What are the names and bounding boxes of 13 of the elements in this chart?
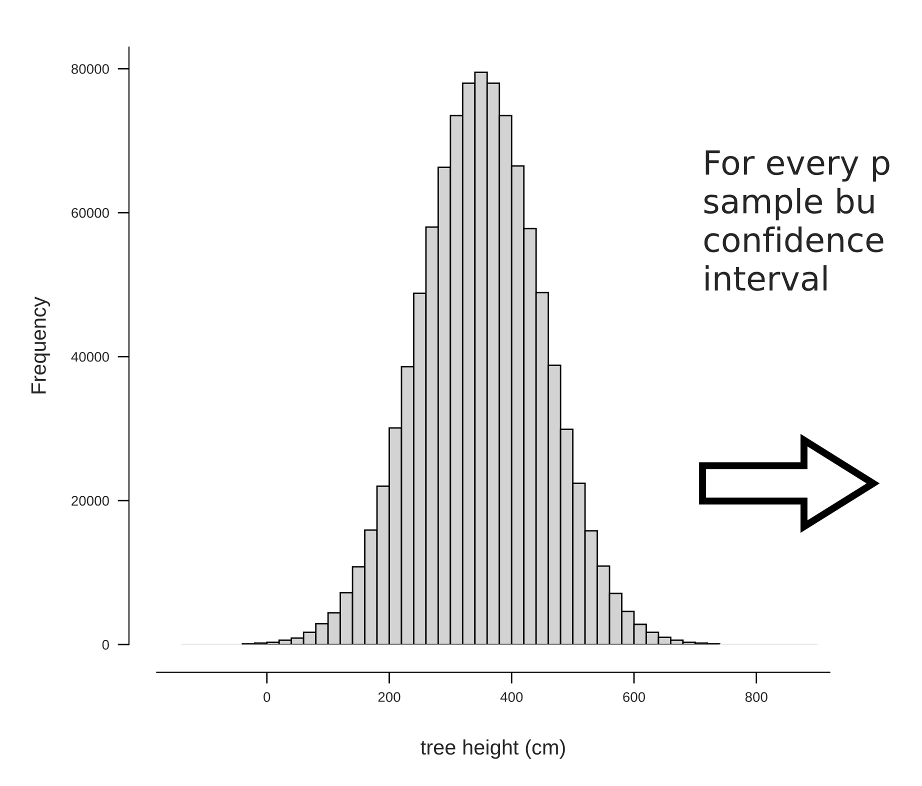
x-tick-label: 800 <box>745 692 768 702</box>
y-tick-label: 0 <box>102 640 109 650</box>
x-tick-label: 200 <box>378 692 400 702</box>
y-tick-label: 60000 <box>72 208 109 218</box>
y-tick-label: 40000 <box>71 352 109 362</box>
x-tick-label: 600 <box>623 692 646 702</box>
x-tick-label: 0 <box>264 692 270 702</box>
x-axis-title: tree height (cm) <box>420 739 565 759</box>
x-tick-label: 400 <box>500 692 523 702</box>
annotation: For every p sample bu confidence interval <box>704 150 890 291</box>
y-axis-title: Frequency <box>31 296 50 394</box>
y-tick-label: 20000 <box>72 496 109 506</box>
y-tick-label: 80000 <box>72 64 109 74</box>
